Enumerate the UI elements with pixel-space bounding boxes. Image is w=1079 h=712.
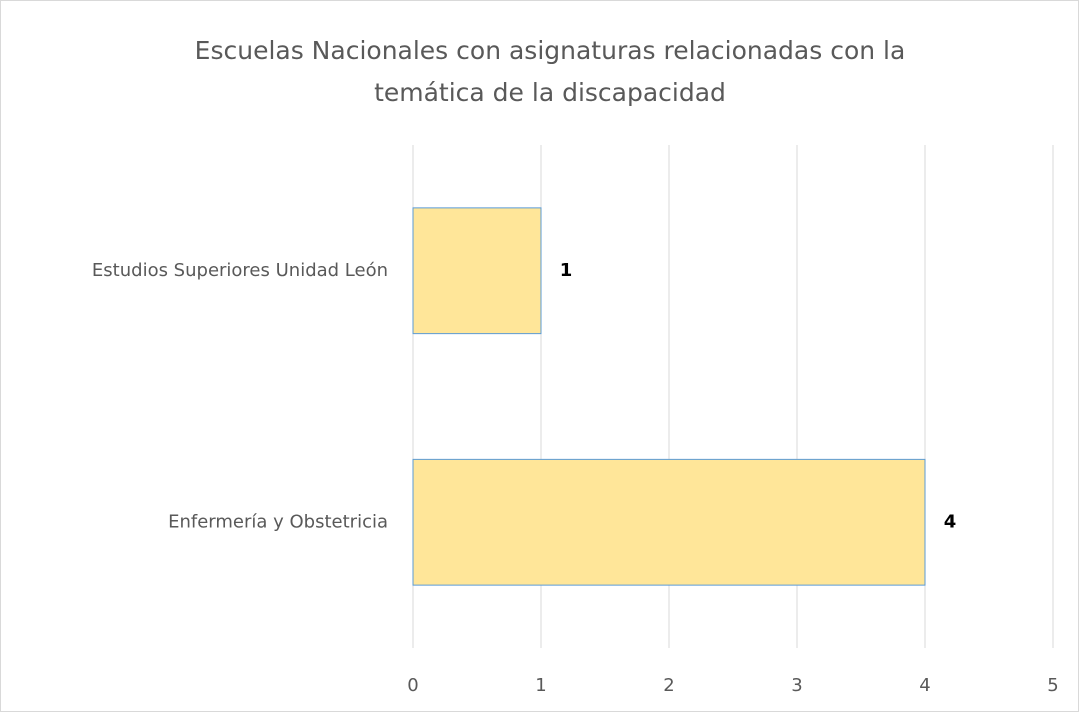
value-label: 1	[560, 260, 573, 281]
x-tick-label: 4	[919, 675, 930, 696]
chart-title: Escuelas Nacionales con asignaturas rela…	[194, 36, 906, 107]
bar	[412, 458, 926, 586]
y-tick-label: Enfermería y Obstetricia	[168, 511, 388, 532]
bar	[412, 207, 542, 335]
y-tick-label: Estudios Superiores Unidad León	[92, 260, 388, 281]
x-tick-label: 2	[663, 675, 674, 696]
x-tick-label: 5	[1047, 675, 1058, 696]
x-tick-label: 0	[407, 675, 418, 696]
x-tick-label: 1	[535, 675, 546, 696]
value-label: 4	[944, 511, 957, 532]
x-tick-label: 3	[791, 675, 802, 696]
